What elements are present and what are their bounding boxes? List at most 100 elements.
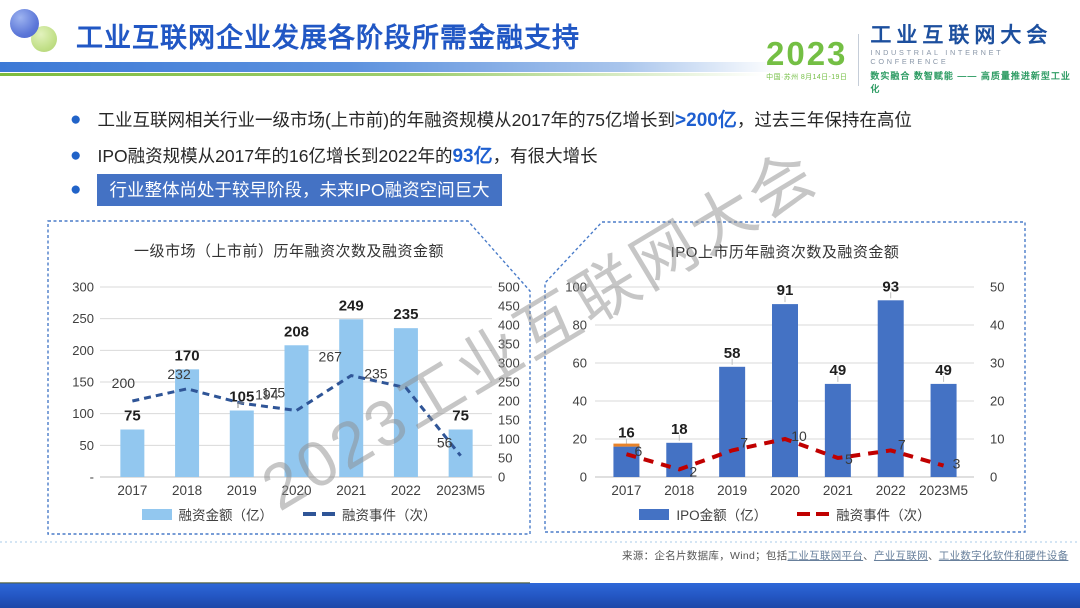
header-divider-blue [0,62,778,72]
footer-decoration [0,541,1080,608]
bar-2022 [393,328,418,477]
bullet-1-tail: ，过去三年保持在高位 [736,110,912,130]
category-label: 2018 [664,483,694,498]
left-axis-tick: 20 [573,432,587,447]
legend-item-bar: 融资金额（亿） [141,504,274,524]
line-value-label: 3 [953,456,961,472]
bar-value-label: 58 [724,345,741,362]
category-label: 2020 [281,483,311,498]
logo-divider [858,33,860,86]
logo-blue-sphere [10,9,39,38]
left-axis-tick: 100 [565,280,587,295]
right-axis-tick: 40 [990,318,1004,333]
line-value-label: 194 [255,386,279,402]
source-prefix: 来源：企名片数据库，Wind；包括 [622,550,788,562]
line-value-label: 232 [167,366,191,382]
bar-value-label: 235 [393,306,418,323]
left-axis-tick: 0 [580,470,587,485]
bar-2019 [229,410,254,477]
bar-2018 [666,442,693,477]
legend-item-line: 融资事件（次） [303,504,437,524]
line-value-label: 235 [364,366,388,382]
header-divider-green [0,73,762,76]
right-axis-tick: 0 [498,470,505,485]
conference-name-cn: 工业互联网大会 [870,24,1053,47]
source-term: 产业互联网 [873,550,928,562]
category-label: 2023M5 [436,483,485,498]
category-label: 2023M5 [919,483,968,498]
source-sep: 、 [863,550,874,562]
conference-year: 2023 [766,35,848,72]
legend-label: IPO金额（亿） [676,508,768,523]
bar-2019 [719,366,746,477]
bar-value-label: 249 [339,297,364,314]
bar-swatch [639,508,670,520]
legend-label: 融资金额（亿） [178,508,274,523]
bar-cap [613,443,640,447]
right-axis-tick: 150 [498,413,520,428]
line-value-label: 6 [635,443,643,459]
right-axis-tick: 450 [498,299,520,314]
bar-value-label: 49 [935,362,952,379]
category-label: 2017 [611,483,641,498]
right-axis-tick: 400 [498,318,520,333]
source-term: 工业数字化软件和硬件设备 [938,550,1069,562]
bar-2018 [175,369,200,477]
bullet-2-text: IPO融资规模从2017年的16亿增长到2022年的 [97,146,453,166]
right-axis-tick: 300 [498,356,520,371]
legend-item-line: 融资事件（次） [797,504,931,524]
category-label: 2021 [336,483,366,498]
category-label: 2022 [391,483,421,498]
category-label: 2017 [117,483,147,498]
right-axis-tick: 0 [990,470,997,485]
bar-2020 [772,304,798,477]
left-axis-tick: - [90,470,94,485]
bar-swatch [141,508,172,520]
source-note: 来源：企名片数据库，Wind；包括工业互联网平台、产业互联网、工业数字化软件和硬… [622,548,1068,563]
right-axis-tick: 200 [498,394,520,409]
line-value-label: 5 [845,451,853,467]
bar-2017 [613,446,640,477]
right-axis-tick: 30 [990,356,1004,371]
bullet-2-tail: ，有很大增长 [492,146,598,166]
left-axis-tick: 150 [72,375,94,390]
bullet-1-highlight: >200亿 [675,110,737,131]
conference-name-block: 工业互联网大会 INDUSTRIAL INTERNET CONFERENCE 数… [870,24,1080,95]
bar-2021 [824,383,851,477]
legend-label: 融资事件（次） [836,508,931,523]
bar-value-label: 105 [229,389,254,406]
bar-2017 [120,429,145,477]
right-axis-tick: 500 [498,280,520,295]
chart-title-right: IPO上市历年融资次数及融资金额 [670,244,900,261]
category-label: 2022 [876,483,906,498]
legend-right: IPO金额（亿） 融资事件（次） [545,504,1025,524]
chart-title-left: 一级市场（上市前）历年融资次数及融资金额 [133,243,444,260]
legend-left: 融资金额（亿） 融资事件（次） [48,504,530,524]
right-axis-tick: 250 [498,375,520,390]
right-axis-tick: 50 [990,280,1004,295]
line-value-label: 10 [791,428,807,444]
line-value-label: 56 [437,435,453,451]
conference-venue: 中国·苏州 8月14日-19日 [766,74,848,81]
left-axis-tick: 50 [80,438,94,453]
category-label: 2020 [770,483,800,498]
line-value-label: 7 [898,436,906,452]
left-panel-border [47,220,531,535]
bar-2023M5 [930,383,957,477]
right-axis-tick: 10 [990,432,1004,447]
right-axis-tick: 350 [498,337,520,352]
bar-2020 [284,345,309,477]
line-value-label: 7 [740,434,748,450]
left-axis-tick: 40 [573,394,587,409]
right-axis-tick: 100 [498,432,520,447]
dash-swatch [797,512,830,516]
left-axis-tick: 60 [573,356,587,371]
label-leader [237,402,244,408]
bullet-3: ● 行业整体尚处于较早阶段，未来IPO融资空间巨大 [70,174,1030,206]
source-term: 工业互联网平台 [787,550,864,562]
right-panel-border [544,221,1026,533]
left-axis-tick: 100 [72,406,94,421]
